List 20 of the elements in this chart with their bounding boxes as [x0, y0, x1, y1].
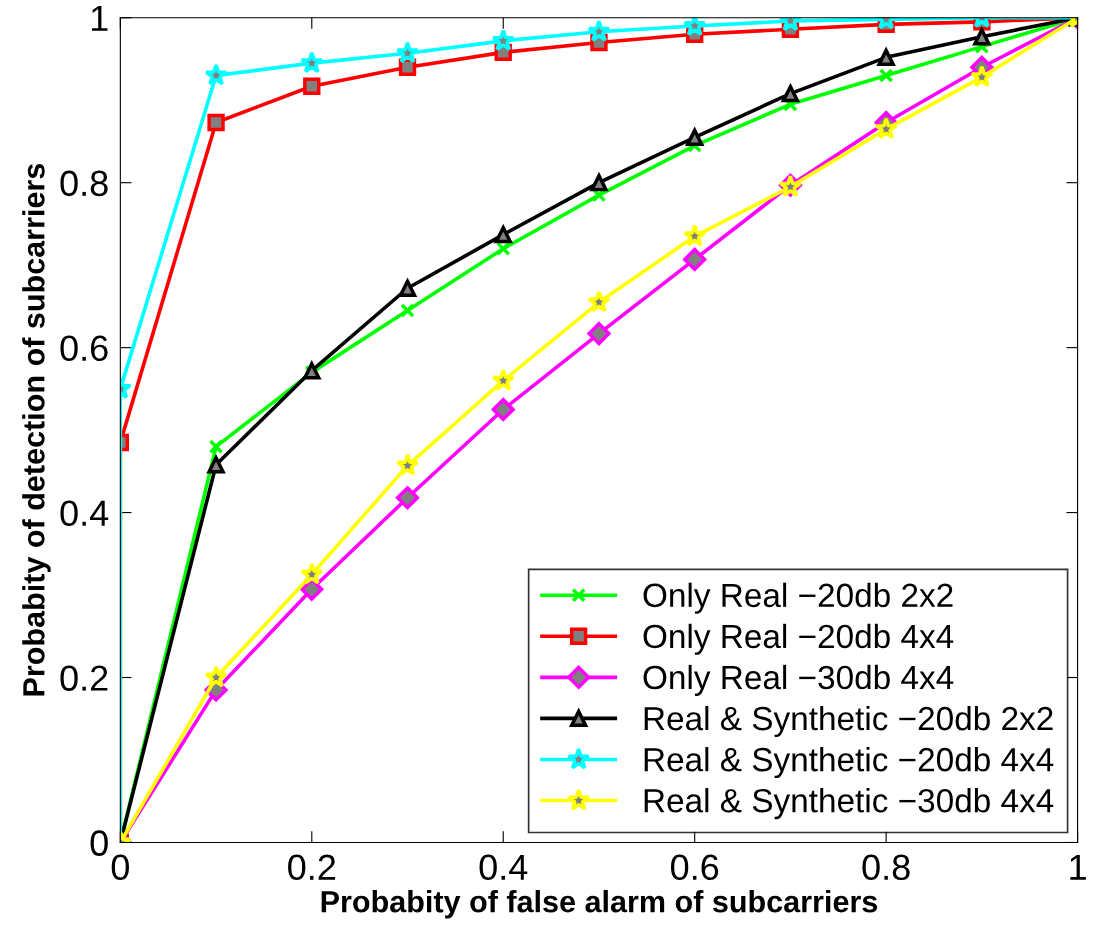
x-tick-label: 0.8	[862, 854, 910, 881]
x-tick-label: 0.2	[288, 854, 336, 881]
y-tick-label: 0.6	[60, 335, 108, 362]
x-tick-label: 0	[111, 854, 129, 881]
y-tick-label: 0.4	[60, 500, 109, 527]
legend-label: Only Real −20db 4x4	[643, 623, 954, 655]
x-tick-label: 0.6	[671, 854, 719, 881]
legend-label: Real & Synthetic −20db 4x4	[644, 746, 1054, 779]
y-tick-label: 1	[91, 5, 108, 31]
x-tick-label: 0.4	[479, 854, 528, 881]
legend-label: Only Real −30db 4x4	[643, 664, 954, 696]
legend-label: Real & Synthetic −30db 4x4	[644, 788, 1054, 820]
y-axis-title: Probabity of detection of subcarriers	[22, 163, 51, 696]
x-tick-label: 1	[1070, 854, 1086, 880]
legend-label: Real & Synthetic −20db 2x2	[644, 705, 1053, 737]
y-tick-label: 0.2	[60, 665, 108, 691]
x-axis-title: Probabity of false alarm of subcarriers	[321, 890, 878, 919]
y-tick-label: 0.8	[60, 170, 108, 197]
y-tick-label: 0	[90, 830, 108, 856]
legend-label: Only Real −20db 2x2	[643, 582, 953, 614]
